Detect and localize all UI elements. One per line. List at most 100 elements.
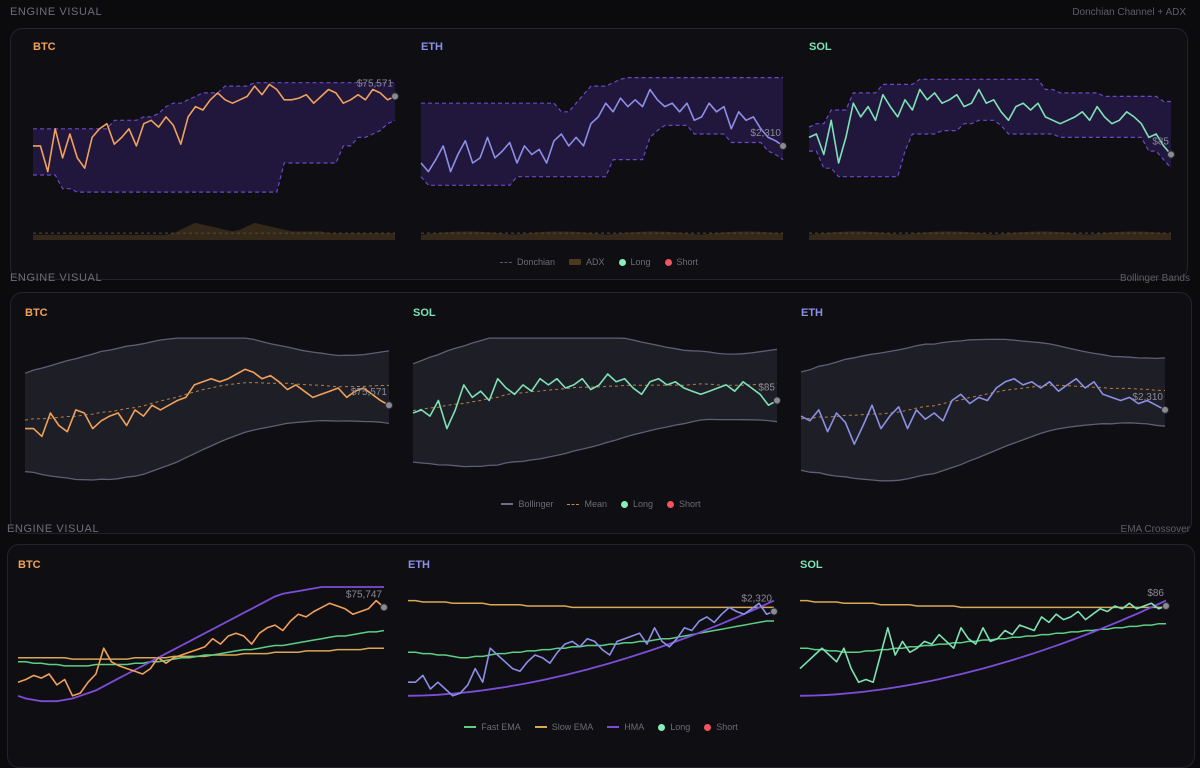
price-line [800,377,1166,445]
chart-svg: $2,320 [407,593,778,697]
price-line [412,373,778,430]
legend-item-long[interactable]: Long [621,499,653,509]
fast-ema-line [408,620,774,659]
bollinger-mean [412,383,778,412]
symbol-label: SOL [413,307,436,319]
bollinger-upper [412,337,778,365]
price-label: $85 [1152,137,1169,148]
legend: Fast EMA Slow EMA HMA Long Short [8,722,1194,732]
symbol-label: SOL [809,41,832,53]
donchian-lower [33,119,396,193]
slow-ema-line [800,599,1166,609]
legend-label: Short [679,499,701,509]
bollinger-band [413,338,777,467]
chart-eth-donchian: ETH $2,310 [420,41,791,246]
legend-item-short[interactable]: Short [664,257,699,267]
section-subtitle: EMA Crossover [1120,524,1190,535]
last-price-marker [773,396,781,405]
legend-label: Donchian [516,257,555,267]
legend-swatch [501,503,514,505]
legend-item-hma[interactable]: HMA [607,722,644,732]
price-label: $75,571 [351,387,388,398]
symbol-label: BTC [25,307,48,319]
symbol-label: BTC [18,559,41,571]
bollinger-lower [412,418,778,468]
legend-swatch [621,500,628,508]
chart-svg: $75,571 [24,337,393,481]
bollinger-lower [24,419,390,481]
hma-line [407,599,775,697]
legend-label: Bollinger [518,499,554,509]
donchian-lower [420,124,784,186]
legend-swatch [664,258,672,266]
legend-swatch [499,261,512,263]
section-subtitle: Bollinger Bands [1119,273,1190,284]
last-price-marker [1162,602,1170,611]
bollinger-upper [24,337,390,374]
price-line [17,599,385,697]
legend-swatch [704,723,712,731]
chart-sol-bollinger: SOL $85 [412,307,785,497]
price-line [408,602,775,697]
legend-item-adx[interactable]: ADX [568,257,605,267]
legend-swatch [464,726,477,728]
section-subtitle: Donchian Channel + ADX [1072,7,1186,18]
chart-panel: BTC $75,747 ETH $2,320 SOL $86 Fast EMA Slow… [7,544,1195,768]
price-label: $85 [758,383,775,394]
symbol-label: SOL [800,559,823,571]
donchian-band [33,82,395,193]
legend: Bollinger Mean Long Short [11,499,1191,509]
legend-item-bollinger[interactable]: Bollinger [501,499,553,509]
chart-btc-bollinger: BTC $75,571 [24,307,397,497]
price-label: $86 [1147,588,1164,599]
legend-swatch [534,726,547,728]
chart-eth-bollinger: ETH $2,310 [800,307,1173,497]
slow-ema-line [18,647,384,660]
chart-svg: $85 [808,78,1175,240]
legend-item-slow-ema[interactable]: Slow EMA [534,722,594,732]
chart-svg: $75,747 [17,586,388,703]
legend-item-short[interactable]: Short [704,722,738,732]
adx-area [421,231,783,240]
adx-area [809,231,1171,240]
chart-sol-donchian: SOL $85 [808,41,1179,246]
legend-label: Long [670,722,691,732]
legend-label: HMA [624,722,645,732]
chart-svg: $86 [799,588,1170,697]
legend-label: Slow EMA [551,722,594,732]
legend-item-mean[interactable]: Mean [567,499,607,509]
chart-svg: $2,310 [420,77,787,240]
last-price-marker [385,401,393,410]
legend-item-short[interactable]: Short [667,499,701,509]
last-price-marker [1161,405,1169,414]
hma-line [799,599,1167,697]
symbol-label: ETH [801,307,823,319]
fast-ema-line [800,622,1166,654]
section-donchian: ENGINE VISUAL Donchian Channel + ADX BTC… [0,0,1200,280]
last-price-marker [770,607,778,616]
legend-swatch [607,726,620,728]
chart-btc-ema: BTC $75,747 [17,559,392,729]
price-label: $2,310 [750,128,781,139]
donchian-band [421,77,783,186]
legend-item-long[interactable]: Long [658,722,690,732]
fast-ema-line [18,629,385,667]
chart-svg: $75,571 [33,78,399,240]
legend-label: Short [676,257,699,267]
legend-item-donchian[interactable]: Donchian [499,257,555,267]
legend-item-long[interactable]: Long [618,257,651,267]
donchian-band [809,79,1171,177]
price-line [808,88,1172,164]
last-price-marker [1167,150,1175,159]
bollinger-upper [800,338,1166,373]
price-label: $75,571 [357,78,394,89]
donchian-upper [808,78,1171,128]
legend: Donchian ADX Long Short [11,257,1187,267]
last-price-marker [391,92,399,101]
price-line [420,88,784,173]
legend-label: Long [633,499,654,509]
legend-item-fast-ema[interactable]: Fast EMA [464,722,521,732]
chart-eth-ema: ETH $2,320 [407,559,782,729]
donchian-upper [33,82,395,130]
chart-svg: $85 [412,337,781,468]
